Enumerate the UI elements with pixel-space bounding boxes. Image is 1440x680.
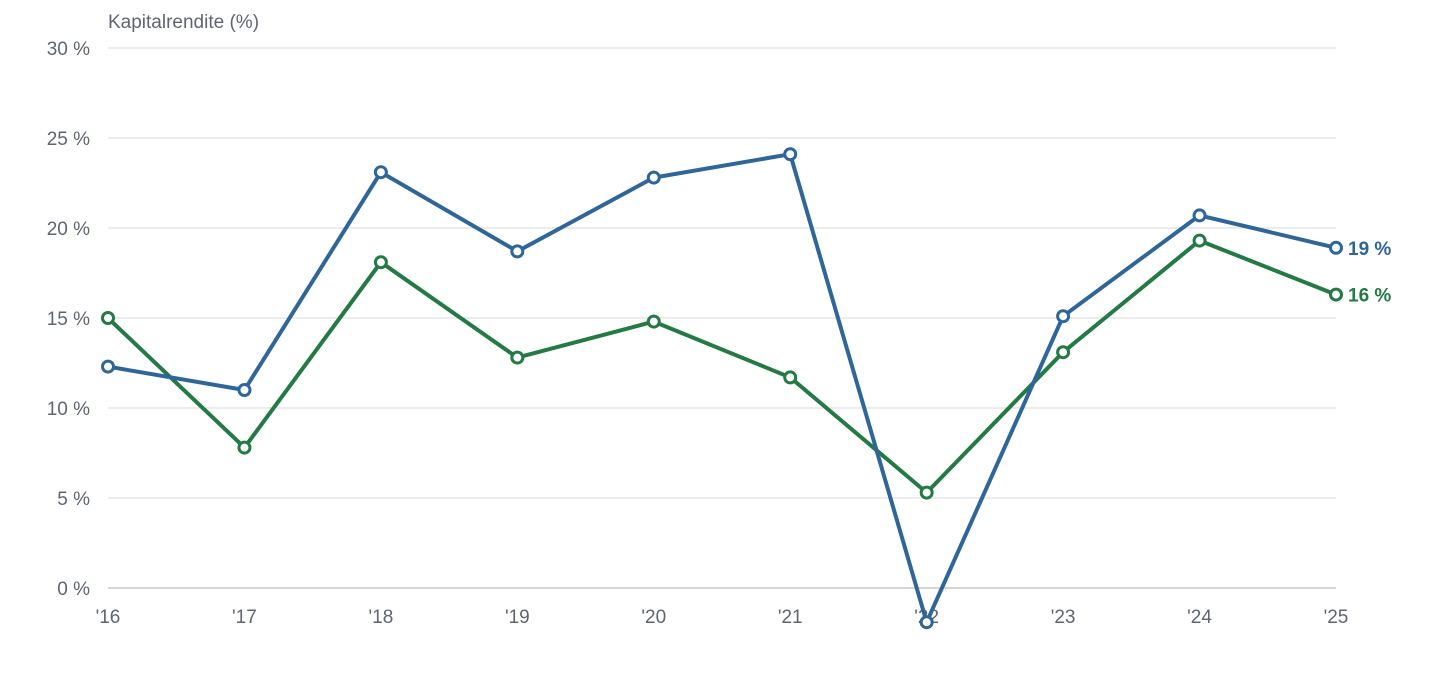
series-end-label: 19 %	[1348, 239, 1391, 260]
data-point[interactable]	[510, 350, 525, 365]
series-line	[106, 238, 1338, 495]
series-end-label: 16 %	[1348, 286, 1391, 307]
x-tick-label: '20	[641, 607, 666, 628]
data-point[interactable]	[237, 440, 252, 455]
data-point[interactable]	[373, 165, 388, 180]
series-1	[101, 147, 1343, 630]
data-point[interactable]	[646, 314, 661, 329]
data-point[interactable]	[783, 370, 798, 385]
y-tick-label: 20 %	[47, 219, 90, 240]
x-tick-label: '24	[1187, 607, 1212, 628]
y-tick-label: 30 %	[47, 39, 90, 60]
data-point[interactable]	[1329, 287, 1343, 302]
data-point[interactable]	[1056, 309, 1071, 324]
x-tick-label: '17	[232, 607, 257, 628]
data-point[interactable]	[919, 615, 934, 630]
data-point[interactable]	[646, 170, 661, 185]
y-tick-label: 5 %	[57, 489, 90, 510]
y-tick-label: 10 %	[47, 399, 90, 420]
data-point[interactable]	[1056, 345, 1071, 360]
series-line	[106, 152, 1338, 625]
x-tick-label: '16	[96, 607, 121, 628]
y-tick-labels: 0 % 5 % 10 % 15 % 20 % 25 % 30 %	[47, 39, 90, 600]
data-point[interactable]	[373, 255, 388, 270]
data-point[interactable]	[783, 147, 798, 162]
data-point[interactable]	[1192, 233, 1207, 248]
x-tick-label: '21	[778, 607, 803, 628]
x-tick-label: '19	[505, 607, 530, 628]
data-point[interactable]	[237, 383, 252, 397]
y-tick-label: 15 %	[47, 309, 90, 330]
x-tick-labels: '16'17'18'19'20'21'22'23'24'25	[96, 607, 1349, 628]
y-axis-label: Kapitalrendite (%)	[108, 12, 260, 33]
end-labels: 19 % 16 %	[1348, 239, 1391, 307]
x-tick-label: '23	[1051, 607, 1076, 628]
data-point[interactable]	[1192, 208, 1207, 223]
data-point[interactable]	[510, 244, 525, 259]
data-point[interactable]	[919, 485, 934, 500]
data-point[interactable]	[101, 311, 115, 325]
y-tick-label: 0 %	[57, 579, 90, 600]
x-tick-label: '25	[1324, 607, 1349, 628]
grid-layer	[108, 47, 1336, 589]
y-tick-label: 25 %	[47, 129, 90, 150]
series-layer	[101, 147, 1343, 630]
data-point[interactable]	[1329, 240, 1343, 255]
data-point[interactable]	[101, 359, 115, 374]
x-tick-label: '18	[369, 607, 394, 628]
series-2	[101, 233, 1343, 500]
